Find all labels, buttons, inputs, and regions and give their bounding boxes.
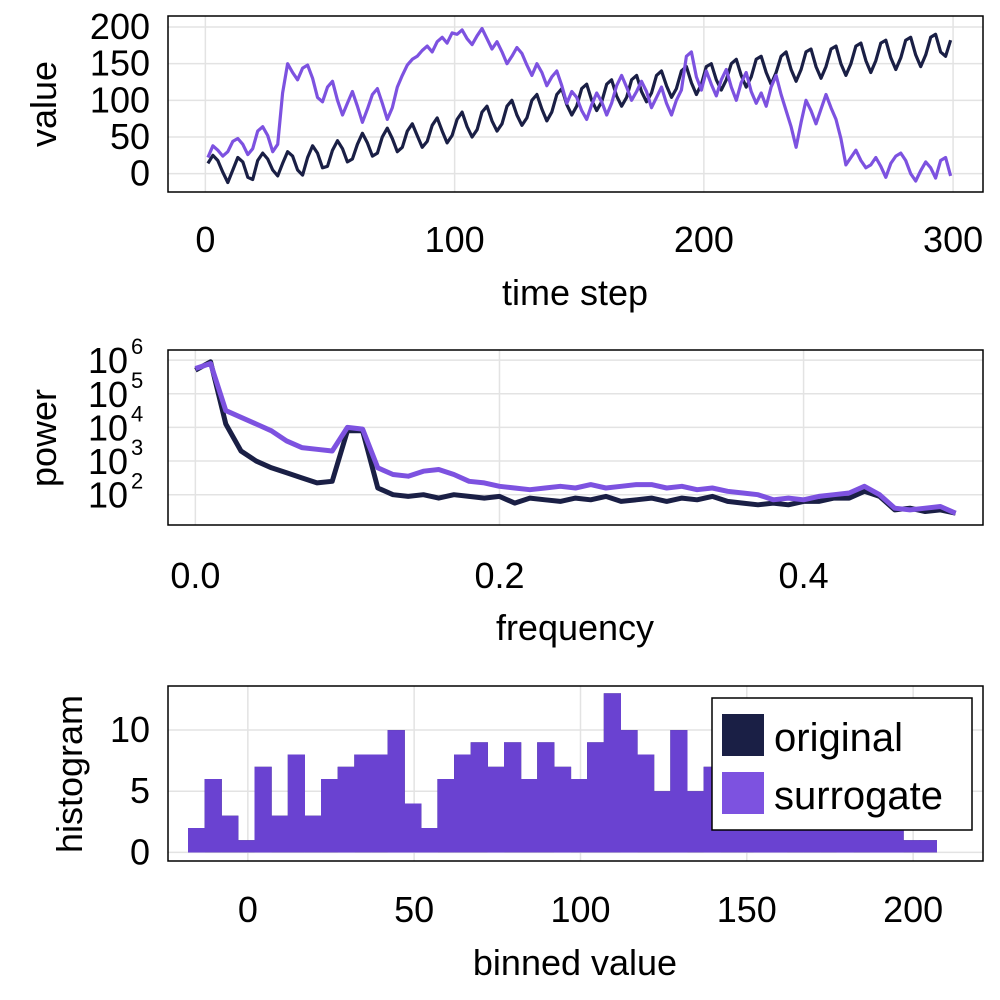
histogram-xtick-label: 200 xyxy=(883,889,943,930)
power-ytick-label: 10 5 xyxy=(88,368,143,415)
histogram-ytick-label: 10 xyxy=(110,709,150,750)
histogram-ylabel: histogram xyxy=(49,695,90,853)
power-ytick-label: 10 3 xyxy=(88,435,143,482)
timeseries-xtick-label: 200 xyxy=(674,219,734,260)
timeseries-ylabel: value xyxy=(23,61,64,147)
power-ytick-label: 10 4 xyxy=(88,401,143,448)
histogram-bar-surrogate xyxy=(321,779,339,853)
histogram-bar-surrogate xyxy=(587,742,605,853)
power-ytick-base: 10 xyxy=(88,475,128,516)
power-ytick-base: 10 xyxy=(88,340,128,381)
histogram-bar-surrogate xyxy=(686,791,705,853)
timeseries-xlabel: time step xyxy=(502,272,648,313)
histogram-bar-surrogate xyxy=(520,779,538,853)
histogram-bar-surrogate xyxy=(570,779,588,853)
histogram-bar-surrogate xyxy=(903,840,921,853)
timeseries-ytick-label: 0 xyxy=(130,153,150,194)
power-xlabel: frequency xyxy=(496,607,654,648)
timeseries-xtick-label: 100 xyxy=(425,219,485,260)
power-xtick-label: 0.2 xyxy=(474,555,524,596)
power-ytick-label: 10 2 xyxy=(88,469,143,516)
power-ytick-exponent: 4 xyxy=(131,401,143,426)
power-ytick-base: 10 xyxy=(88,407,128,448)
histogram-bar-surrogate xyxy=(869,828,888,853)
histogram-bar-surrogate xyxy=(670,730,688,853)
power-ytick-base: 10 xyxy=(88,441,128,482)
histogram-bar-surrogate xyxy=(470,742,488,853)
timeseries-frame xyxy=(167,15,984,193)
histogram-xtick-label: 150 xyxy=(717,889,777,930)
histogram-xtick-label: 100 xyxy=(550,889,610,930)
legend-swatch-surrogate xyxy=(722,772,764,814)
histogram-bar-surrogate xyxy=(620,730,638,853)
histogram-bar-surrogate xyxy=(337,766,355,853)
timeseries-ytick-label: 150 xyxy=(90,43,150,84)
histogram-bar-surrogate xyxy=(919,840,937,853)
histogram-ytick-label: 5 xyxy=(130,770,150,811)
power-ytick-exponent: 6 xyxy=(131,334,143,359)
power-ytick-exponent: 5 xyxy=(131,368,143,393)
histogram-bar-surrogate xyxy=(254,766,272,853)
histogram-bar-surrogate xyxy=(237,840,256,853)
power-ytick-base: 10 xyxy=(88,374,128,415)
timeseries-xtick-label: 300 xyxy=(923,219,983,260)
legend-swatch-original xyxy=(722,714,764,756)
power-ytick-exponent: 2 xyxy=(131,469,143,494)
histogram-bar-surrogate xyxy=(504,742,522,853)
histogram-bar-surrogate xyxy=(454,754,472,853)
histogram-xtick-label: 50 xyxy=(394,889,434,930)
timeseries-line-surrogate xyxy=(206,26,953,183)
histogram-xtick-label: 0 xyxy=(238,889,258,930)
timeseries-line-original xyxy=(206,32,953,185)
histogram-bar-surrogate xyxy=(420,828,438,853)
power-ytick-exponent: 3 xyxy=(131,435,143,460)
histogram-bar-surrogate xyxy=(188,828,206,853)
histogram-bar-surrogate xyxy=(437,779,455,853)
histogram-bar-surrogate xyxy=(304,815,322,853)
histogram-bar-surrogate xyxy=(603,693,621,853)
histogram-bar-surrogate xyxy=(370,754,389,853)
histogram-bar-surrogate xyxy=(221,815,239,853)
histogram-frame xyxy=(167,685,984,862)
power-frame xyxy=(167,349,984,526)
histogram-ytick-label: 0 xyxy=(130,831,150,872)
histogram-bar-surrogate xyxy=(354,754,372,853)
power-xtick-label: 0.0 xyxy=(170,555,220,596)
histogram-bar-surrogate xyxy=(487,766,505,853)
power-ylabel: power xyxy=(23,389,64,487)
histogram-bar-surrogate xyxy=(404,803,422,853)
histogram-bar-surrogate xyxy=(537,742,555,853)
histogram-bar-surrogate xyxy=(886,828,904,853)
histogram-bar-surrogate xyxy=(204,779,222,853)
legend-label-surrogate: surrogate xyxy=(774,774,943,818)
histogram-bar-surrogate xyxy=(553,766,572,853)
timeseries-ytick-label: 100 xyxy=(90,79,150,120)
legend: original surrogate xyxy=(711,697,973,831)
timeseries-ytick-label: 200 xyxy=(90,6,150,47)
histogram-bar-surrogate xyxy=(271,815,289,853)
histogram-bar-surrogate xyxy=(387,730,405,853)
legend-label-original: original xyxy=(774,716,903,760)
histogram-bar-surrogate xyxy=(637,754,655,853)
power-xtick-label: 0.4 xyxy=(779,555,829,596)
power-line-surrogate xyxy=(194,361,957,516)
histogram-xlabel: binned value xyxy=(473,942,677,983)
histogram-bar-surrogate xyxy=(287,754,305,853)
histogram-bar-surrogate xyxy=(653,791,671,853)
timeseries-ytick-label: 50 xyxy=(110,116,150,157)
timeseries-xtick-label: 0 xyxy=(195,219,215,260)
power-line-original xyxy=(194,359,957,516)
power-ytick-label: 10 6 xyxy=(88,334,143,381)
